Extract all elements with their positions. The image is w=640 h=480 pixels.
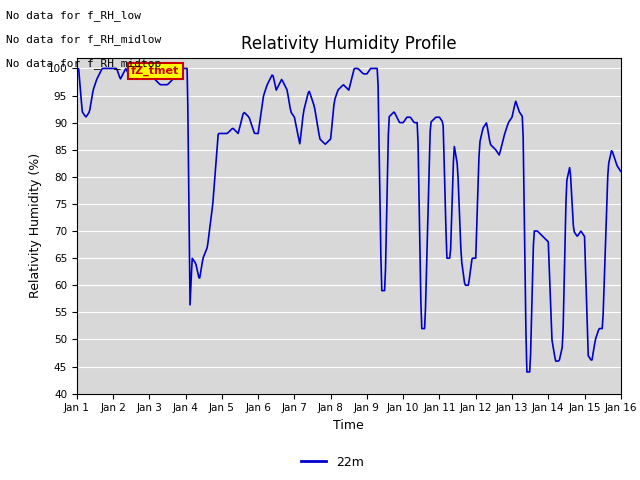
Text: fZ_tmet: fZ_tmet [131, 66, 179, 76]
Text: No data for f_RH_midtop: No data for f_RH_midtop [6, 58, 162, 69]
X-axis label: Time: Time [333, 419, 364, 432]
Y-axis label: Relativity Humidity (%): Relativity Humidity (%) [29, 153, 42, 298]
Title: Relativity Humidity Profile: Relativity Humidity Profile [241, 35, 456, 53]
Text: No data for f_RH_midlow: No data for f_RH_midlow [6, 34, 162, 45]
Text: No data for f_RH_low: No data for f_RH_low [6, 10, 141, 21]
Legend: 22m: 22m [296, 451, 369, 474]
